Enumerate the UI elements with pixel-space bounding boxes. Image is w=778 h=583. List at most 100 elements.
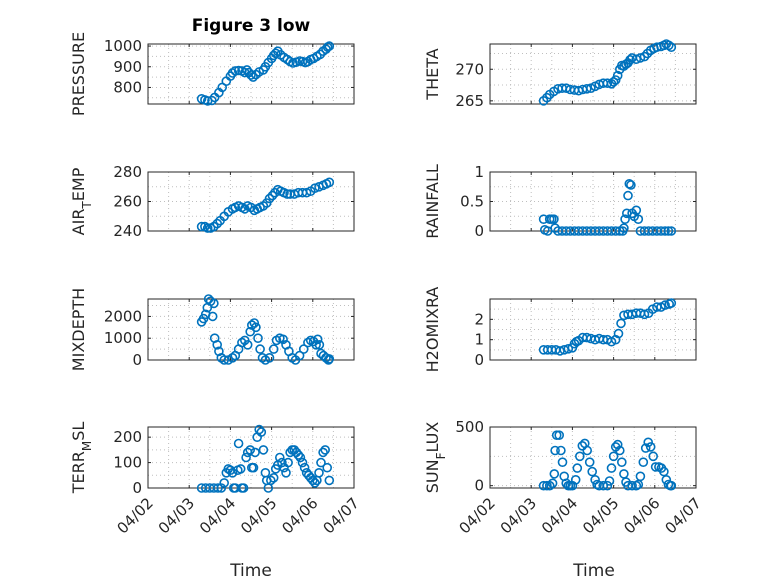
x-tick-label: 04/06	[278, 494, 321, 537]
data-point	[582, 445, 593, 456]
data-point	[246, 70, 256, 80]
y-tick-label: 0	[132, 479, 142, 497]
data-point	[311, 339, 321, 350]
data-point	[538, 480, 549, 491]
y-tick-label: 265	[455, 92, 484, 110]
x-tick-label: 04/03	[497, 494, 540, 537]
data-point	[631, 54, 642, 65]
x-tick-label: 04/04	[538, 494, 581, 537]
data-point	[663, 40, 674, 51]
y-tick-label: 900	[113, 58, 142, 76]
y-axis-label-part: PRESSURE	[69, 32, 88, 116]
axes-box	[147, 426, 355, 489]
y-tick-label: 0.5	[460, 193, 484, 211]
x-tick-label: 04/02	[114, 494, 157, 537]
data-point	[324, 354, 335, 364]
data-point	[554, 430, 565, 441]
data-point	[256, 427, 267, 437]
y-axis-label-part: H2OMIXRA	[423, 287, 442, 373]
data-point	[643, 437, 654, 448]
axes-box	[147, 298, 355, 361]
x-tick-label: 04/07	[662, 494, 705, 537]
data-point	[570, 474, 581, 485]
data-point	[301, 187, 312, 198]
axes-box	[489, 298, 697, 361]
x-tick-label: 04/06	[620, 494, 663, 537]
subplot-air_temp: 240 260 280 AIRTEMP	[69, 163, 355, 240]
data-point	[202, 223, 213, 233]
y-axis-label: H2OMIXRA	[423, 287, 442, 373]
data-point	[293, 450, 304, 460]
data-point	[277, 457, 287, 468]
data-point	[633, 214, 644, 224]
data-point	[619, 469, 629, 479]
data-point	[666, 298, 677, 308]
data-point	[608, 451, 619, 462]
data-point	[307, 475, 318, 486]
data-point	[663, 226, 674, 236]
data-point	[260, 467, 271, 478]
y-tick-label: 0	[474, 222, 484, 240]
data-point	[572, 463, 583, 473]
subplot-mixdepth: 0 1000 2000 MIXDEPTH	[69, 288, 355, 371]
y-tick-label: 800	[113, 78, 142, 96]
y-tick-label: 2000	[104, 307, 142, 325]
data-point	[255, 344, 265, 354]
data-point	[264, 352, 275, 363]
data-point	[249, 318, 260, 328]
data-point	[216, 483, 227, 493]
x-axis-label-right: Time	[572, 561, 615, 581]
data-point	[623, 190, 633, 201]
data-point	[604, 476, 615, 486]
subplot-rainfall: 0 0.5 1 RAINFALL	[423, 163, 697, 240]
data-point	[574, 451, 585, 462]
data-point	[219, 478, 229, 488]
data-point	[281, 467, 291, 478]
data-point	[666, 480, 677, 491]
data-point	[264, 193, 275, 204]
y-axis-label-part: T	[80, 201, 94, 210]
x-tick-label: 04/03	[155, 494, 198, 537]
x-tick-label: 04/05	[237, 494, 280, 537]
data-point	[598, 480, 609, 491]
data-point	[635, 471, 646, 482]
y-tick-label: 500	[455, 418, 484, 436]
data-point	[299, 462, 310, 473]
axes-box	[147, 43, 355, 105]
data-point	[233, 438, 244, 449]
data-point	[581, 84, 592, 94]
data-point	[250, 447, 260, 458]
data-point	[270, 48, 281, 59]
data-point	[638, 457, 649, 468]
axes-box	[489, 43, 697, 105]
data-point	[616, 457, 627, 468]
y-axis-label: MIXDEPTH	[69, 288, 88, 371]
data-point	[213, 483, 223, 493]
subplot-sun_flux: 0 500 SUNFLUX 04/0204/0304/0404/0504/0604/0…	[423, 418, 705, 537]
data-point	[324, 177, 335, 188]
data-point	[616, 318, 626, 329]
data-point	[209, 298, 219, 309]
data-point	[550, 445, 560, 456]
data-point	[635, 53, 646, 63]
data-point	[660, 226, 670, 236]
y-tick-label: 1000	[104, 37, 142, 55]
y-axis-label-part: MIXDEPTH	[69, 288, 88, 371]
y-axis-label-part: RAINFALL	[423, 164, 442, 239]
data-point	[666, 42, 677, 53]
data-point	[587, 466, 598, 477]
data-point	[248, 72, 258, 82]
data-point	[631, 205, 642, 216]
data-point	[196, 221, 207, 232]
data-point	[258, 445, 269, 455]
y-tick-label: 240	[113, 222, 142, 240]
y-axis-label-part: F	[434, 452, 448, 459]
data-point	[274, 452, 285, 463]
data-point	[612, 70, 623, 81]
data-point	[556, 445, 566, 456]
data-point	[212, 339, 222, 350]
data-point	[612, 439, 623, 450]
data-point	[240, 204, 250, 214]
y-tick-label: 0	[474, 477, 484, 495]
data-point	[322, 462, 333, 473]
